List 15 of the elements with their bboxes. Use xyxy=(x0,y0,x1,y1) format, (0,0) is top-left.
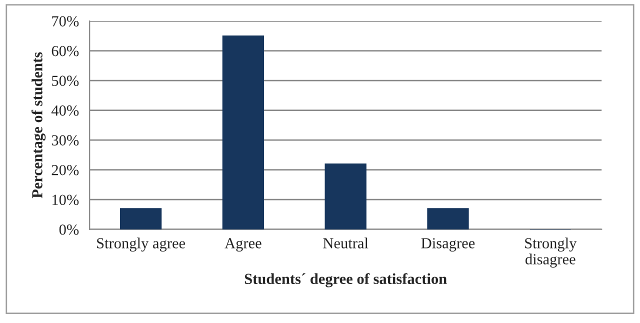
y-tick-label: 60% xyxy=(52,46,79,56)
y-tick-label: 10% xyxy=(52,194,79,206)
y-tick-label: 0% xyxy=(59,224,79,235)
y-tick-label: 50% xyxy=(52,76,79,86)
x-axis-title: Students´ degree of satisfaction xyxy=(244,273,447,288)
x-tick-label: Strongly disagree xyxy=(525,238,577,268)
x-tick-label: Neutral xyxy=(323,238,368,248)
y-axis-title: Percentage of students xyxy=(31,52,46,198)
y-tick-label: 20% xyxy=(52,164,79,176)
x-tick-label: Disagree xyxy=(421,238,475,252)
x-tick-label: Agree xyxy=(224,238,262,252)
y-tick-label: 40% xyxy=(51,105,79,116)
y-tick-label: 70% xyxy=(52,16,79,26)
y-tick-label: 30% xyxy=(52,135,79,146)
x-tick-label: Strongly agree xyxy=(97,238,186,252)
